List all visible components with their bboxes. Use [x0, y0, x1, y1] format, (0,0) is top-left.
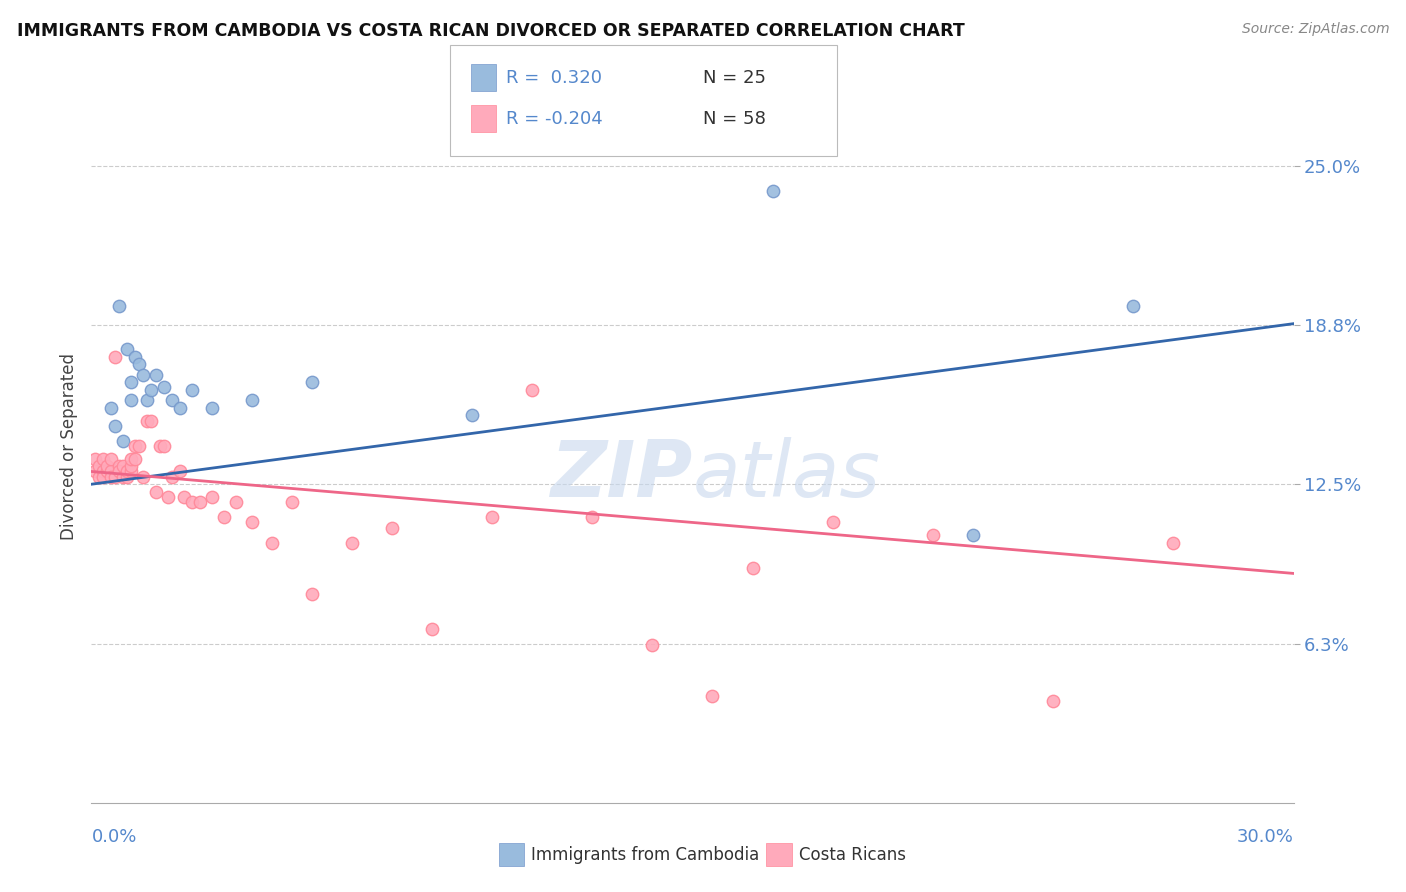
Point — [100, 401, 122, 415]
Point — [1163, 536, 1185, 550]
Point — [121, 459, 143, 474]
Text: N = 25: N = 25 — [703, 69, 766, 87]
Point — [128, 439, 150, 453]
Point — [108, 465, 131, 479]
Point — [132, 469, 155, 483]
Point — [89, 459, 111, 474]
Point — [141, 413, 163, 427]
Point — [169, 401, 191, 415]
Point — [121, 376, 143, 390]
Point — [240, 393, 263, 408]
Point — [141, 383, 163, 397]
Point — [581, 510, 603, 524]
Point — [148, 439, 170, 453]
Point — [93, 465, 115, 479]
Point — [104, 350, 127, 364]
Point — [301, 376, 323, 390]
Text: N = 58: N = 58 — [703, 110, 766, 128]
Point — [121, 393, 143, 408]
Point — [1122, 299, 1144, 313]
Point — [156, 490, 179, 504]
Point — [121, 465, 143, 479]
Text: IMMIGRANTS FROM CAMBODIA VS COSTA RICAN DIVORCED OR SEPARATED CORRELATION CHART: IMMIGRANTS FROM CAMBODIA VS COSTA RICAN … — [17, 22, 965, 40]
Point — [420, 623, 443, 637]
Point — [84, 451, 107, 466]
Point — [124, 451, 146, 466]
Point — [145, 368, 167, 382]
Point — [962, 528, 984, 542]
Point — [188, 495, 211, 509]
Y-axis label: Divorced or Separated: Divorced or Separated — [59, 352, 77, 540]
Point — [117, 469, 139, 483]
Point — [100, 469, 122, 483]
Point — [152, 380, 174, 394]
Point — [96, 465, 118, 479]
Point — [117, 465, 139, 479]
Point — [821, 516, 844, 530]
Point — [93, 469, 115, 483]
Point — [641, 638, 664, 652]
Point — [128, 358, 150, 372]
Point — [481, 510, 503, 524]
Point — [108, 299, 131, 313]
Text: R = -0.204: R = -0.204 — [506, 110, 603, 128]
Point — [84, 465, 107, 479]
Text: Source: ZipAtlas.com: Source: ZipAtlas.com — [1241, 22, 1389, 37]
Text: R =  0.320: R = 0.320 — [506, 69, 602, 87]
Point — [461, 409, 484, 423]
Point — [381, 520, 404, 534]
Point — [240, 516, 263, 530]
Point — [124, 439, 146, 453]
Point — [104, 418, 127, 433]
Point — [112, 434, 135, 448]
Point — [112, 469, 135, 483]
Point — [180, 383, 202, 397]
Point — [89, 469, 111, 483]
Point — [281, 495, 304, 509]
Point — [108, 459, 131, 474]
Point — [201, 490, 224, 504]
Point — [136, 413, 159, 427]
Point — [136, 393, 159, 408]
Point — [93, 465, 115, 479]
Point — [212, 510, 235, 524]
Point — [922, 528, 945, 542]
Point — [180, 495, 202, 509]
Point — [340, 536, 363, 550]
Point — [124, 350, 146, 364]
Text: atlas: atlas — [692, 436, 880, 513]
Text: Immigrants from Cambodia: Immigrants from Cambodia — [531, 846, 759, 863]
Point — [522, 383, 544, 397]
Point — [96, 459, 118, 474]
Point — [225, 495, 247, 509]
Point — [93, 451, 115, 466]
Point — [173, 490, 195, 504]
Point — [100, 465, 122, 479]
Text: 30.0%: 30.0% — [1237, 828, 1294, 846]
Point — [132, 368, 155, 382]
Point — [1042, 694, 1064, 708]
Point — [160, 393, 183, 408]
Point — [160, 469, 183, 483]
Point — [121, 451, 143, 466]
Point — [152, 439, 174, 453]
Point — [260, 536, 283, 550]
Point — [145, 484, 167, 499]
Point — [117, 342, 139, 356]
Point — [112, 459, 135, 474]
Text: Costa Ricans: Costa Ricans — [799, 846, 905, 863]
Text: 0.0%: 0.0% — [91, 828, 136, 846]
Point — [201, 401, 224, 415]
Point — [301, 587, 323, 601]
Point — [104, 469, 127, 483]
Point — [762, 184, 785, 198]
Text: ZIP: ZIP — [550, 436, 692, 513]
Point — [702, 689, 724, 703]
Point — [741, 561, 763, 575]
Point — [169, 465, 191, 479]
Point — [100, 451, 122, 466]
